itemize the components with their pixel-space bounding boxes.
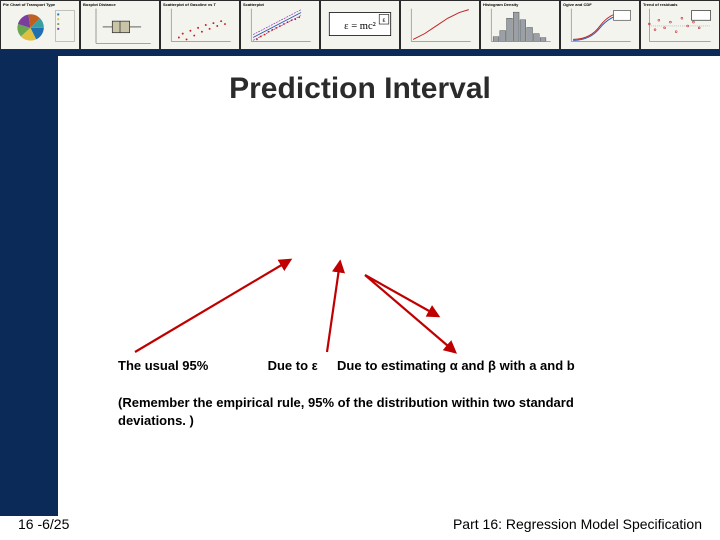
thumb-emc2: ε = mc² ε: [320, 0, 400, 50]
thumb-title: Pie Chart of Transport Type: [3, 2, 77, 7]
svg-text:ε: ε: [383, 17, 386, 24]
thumb-hist: Histogram Density: [480, 0, 560, 50]
label-ab: Due to estimating α and β with a and b: [337, 358, 575, 373]
thumb-resid: Trend of residuals: [640, 0, 720, 50]
thumb-line: [400, 0, 480, 50]
underbar: [0, 50, 720, 56]
thumb-box: Boxplot Distance: [80, 0, 160, 50]
slide: Pie Chart of Transport Type Boxplot Dist…: [0, 0, 720, 540]
thumb-title: Histogram Density: [483, 2, 557, 7]
footer-right: Part 16: Regression Model Specification: [453, 516, 702, 532]
thumb-title: Trend of residuals: [643, 2, 717, 7]
thumbnail-strip: Pie Chart of Transport Type Boxplot Dist…: [0, 0, 720, 50]
svg-text:ε = mc²: ε = mc²: [344, 21, 376, 32]
thumb-title: Scatterplot: [243, 2, 317, 7]
label-usual: The usual 95%: [118, 358, 208, 373]
thumb-title: Boxplot Distance: [83, 2, 157, 7]
thumb-pie: Pie Chart of Transport Type: [0, 0, 80, 50]
left-rail: [0, 56, 58, 516]
thumb-scatter-fit: Scatterplot: [240, 0, 320, 50]
thumb-title: Ogive and CDF: [563, 2, 637, 7]
thumb-ogive: Ogive and CDF: [560, 0, 640, 50]
note-text: (Remember the empirical rule, 95% of the…: [118, 394, 638, 429]
slide-title: Prediction Interval: [0, 72, 720, 106]
footer-left: 16 -6/25: [18, 516, 69, 532]
thumb-title: Scatterplot of Gasoline vs T: [163, 2, 237, 7]
thumb-scatter: Scatterplot of Gasoline vs T: [160, 0, 240, 50]
labels-row: The usual 95% Due to ε Due to estimating…: [118, 358, 718, 373]
label-eps: Due to ε: [268, 358, 318, 373]
